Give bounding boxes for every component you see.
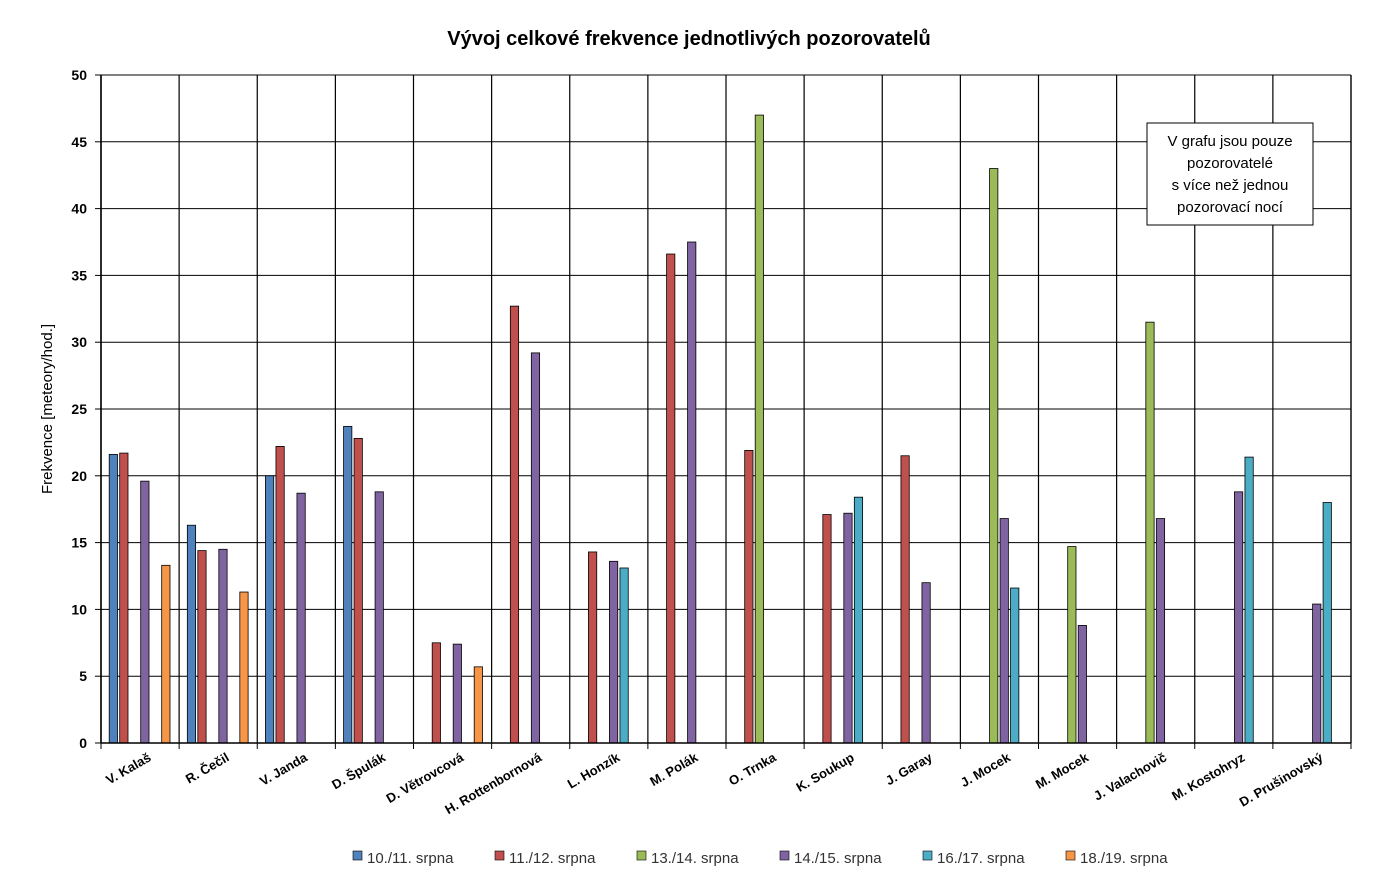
x-category-label-6: L. Honzík — [565, 749, 623, 791]
bar-s3-c4 — [452, 643, 462, 744]
chart-title: Vývoj celkové frekvence jednotlivých poz… — [447, 28, 931, 50]
bar-s1-c5 — [509, 305, 520, 744]
bar-s1-c9 — [822, 514, 832, 744]
note-box-border — [1146, 122, 1314, 226]
bar-s1-c2 — [275, 446, 285, 744]
y-tick-label-30: 30 — [71, 334, 87, 350]
note-line-1: pozorovatelé — [1187, 155, 1273, 172]
bar-s4-c15 — [1322, 502, 1332, 744]
bar-s2-c12 — [1067, 546, 1077, 744]
x-category-label-3: D. Špulák — [329, 749, 388, 792]
bar-s4-c11 — [1010, 587, 1020, 744]
bar-s1-c3 — [353, 437, 363, 744]
bar-s1-c4 — [431, 642, 441, 744]
bar-s3-c12 — [1077, 625, 1087, 744]
y-axis-title: Frekvence [meteory/hod.] — [39, 324, 56, 494]
bar-s1-c7 — [666, 253, 676, 744]
y-tick-label-40: 40 — [71, 201, 87, 217]
legend-swatch-2 — [636, 850, 647, 861]
y-tick-label-0: 0 — [79, 735, 87, 751]
note-box: V grafu jsou pouze pozorovatelé s více než… — [1146, 122, 1314, 226]
bar-s3-c9 — [843, 512, 853, 744]
bar-s3-c1 — [218, 548, 228, 744]
bar-s5-c1 — [239, 591, 249, 744]
bar-s2-c11 — [989, 168, 999, 744]
legend-swatch-4 — [922, 850, 933, 861]
bar-s0-c2 — [265, 475, 275, 744]
bars-layer — [108, 114, 1332, 744]
legend-label-3: 14./15. srpna — [794, 850, 882, 867]
x-category-label-10: J. Garay — [883, 749, 936, 788]
bar-s3-c15 — [1312, 603, 1322, 744]
bar-s4-c9 — [853, 496, 864, 744]
legend-swatch-3 — [779, 850, 790, 861]
note-line-2: s více než jednou — [1172, 177, 1289, 194]
bar-s4-c6 — [619, 567, 629, 744]
x-category-label-0: V. Kalaš — [103, 750, 153, 788]
bar-s3-c14 — [1234, 491, 1244, 744]
x-category-label-9: K. Soukup — [794, 750, 857, 795]
bar-s5-c0 — [161, 564, 171, 744]
bar-s1-c1 — [197, 550, 207, 744]
bar-s1-c10 — [900, 455, 910, 744]
x-category-label-12: M. Mocek — [1033, 749, 1092, 792]
y-tick-label-35: 35 — [71, 267, 87, 283]
bar-s3-c13 — [1155, 518, 1166, 744]
y-tick-label-5: 5 — [79, 668, 87, 684]
x-category-label-1: R. Čečil — [183, 750, 232, 787]
bar-s5-c4 — [473, 666, 483, 744]
bar-s3-c10 — [921, 582, 931, 744]
bar-s3-c11 — [999, 518, 1009, 744]
y-tick-label-25: 25 — [71, 401, 87, 417]
x-category-label-7: M. Polák — [647, 749, 701, 789]
x-category-label-2: V. Janda — [257, 749, 310, 789]
y-tick-label-15: 15 — [71, 535, 87, 551]
bar-s3-c3 — [374, 491, 384, 744]
bar-s1-c6 — [588, 551, 598, 744]
legend-label-2: 13./14. srpna — [651, 850, 739, 867]
legend-swatch-1 — [494, 850, 505, 861]
bar-s3-c6 — [609, 560, 619, 744]
bar-s0-c0 — [108, 454, 118, 744]
legend-swatch-5 — [1065, 850, 1076, 861]
y-tick-label-50: 50 — [71, 67, 87, 83]
legend-label-5: 18./19. srpna — [1080, 850, 1168, 867]
bar-s2-c8 — [754, 114, 764, 744]
x-category-label-15: D. Prušinovský — [1237, 749, 1327, 809]
bar-s1-c0 — [119, 452, 129, 744]
legend-swatch-0 — [352, 850, 363, 861]
legend-label-1: 11./12. srpna — [509, 850, 596, 867]
legend-label-0: 10./11. srpna — [367, 850, 454, 867]
note-line-3: pozorovací nocí — [1177, 199, 1284, 216]
bar-s3-c2 — [296, 492, 306, 744]
bar-s2-c13 — [1145, 321, 1155, 744]
bar-s0-c3 — [343, 425, 353, 744]
bar-s3-c5 — [530, 352, 541, 744]
x-category-label-8: O. Trnka — [726, 749, 779, 788]
bar-s3-c0 — [140, 480, 150, 744]
legend: 10./11. srpna 11./12. srpna 13./14. srpna 1… — [352, 850, 1168, 867]
bar-s0-c1 — [186, 524, 197, 744]
y-tick-label-20: 20 — [71, 468, 87, 484]
y-tick-label-45: 45 — [71, 134, 87, 150]
legend-label-4: 16./17. srpna — [937, 850, 1025, 867]
x-category-label-13: J. Valachovič — [1091, 750, 1169, 804]
bar-s3-c7 — [687, 241, 697, 744]
y-tick-label-10: 10 — [71, 601, 87, 617]
note-line-0: V grafu jsou pouze — [1167, 133, 1292, 150]
x-category-label-11: J. Mocek — [958, 749, 1014, 790]
bar-s4-c14 — [1244, 456, 1254, 744]
x-category-label-14: M. Kostohryz — [1169, 749, 1248, 803]
bar-s1-c8 — [744, 450, 754, 744]
